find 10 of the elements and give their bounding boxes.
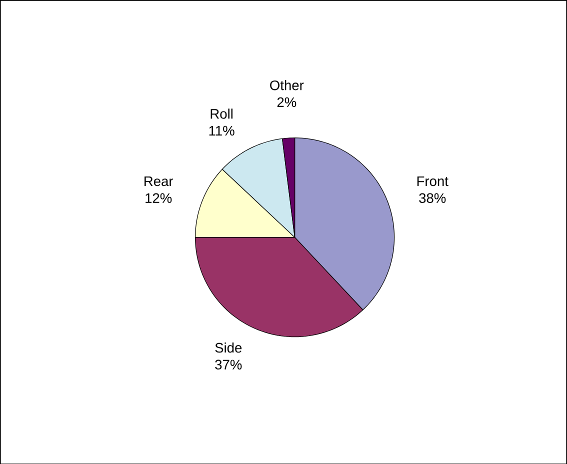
slice-label: Side	[215, 342, 242, 352]
data-label: 38%	[419, 192, 446, 203]
data-label: 2%	[277, 97, 296, 107]
data-label: 12%	[146, 193, 172, 203]
data-label: 11%	[209, 126, 234, 136]
slice-label: Rear	[144, 176, 174, 186]
data-label: 37%	[215, 360, 242, 370]
slice-label: Roll	[210, 108, 233, 119]
slice-label: Other	[270, 80, 304, 90]
slice-label: Front	[417, 176, 448, 186]
